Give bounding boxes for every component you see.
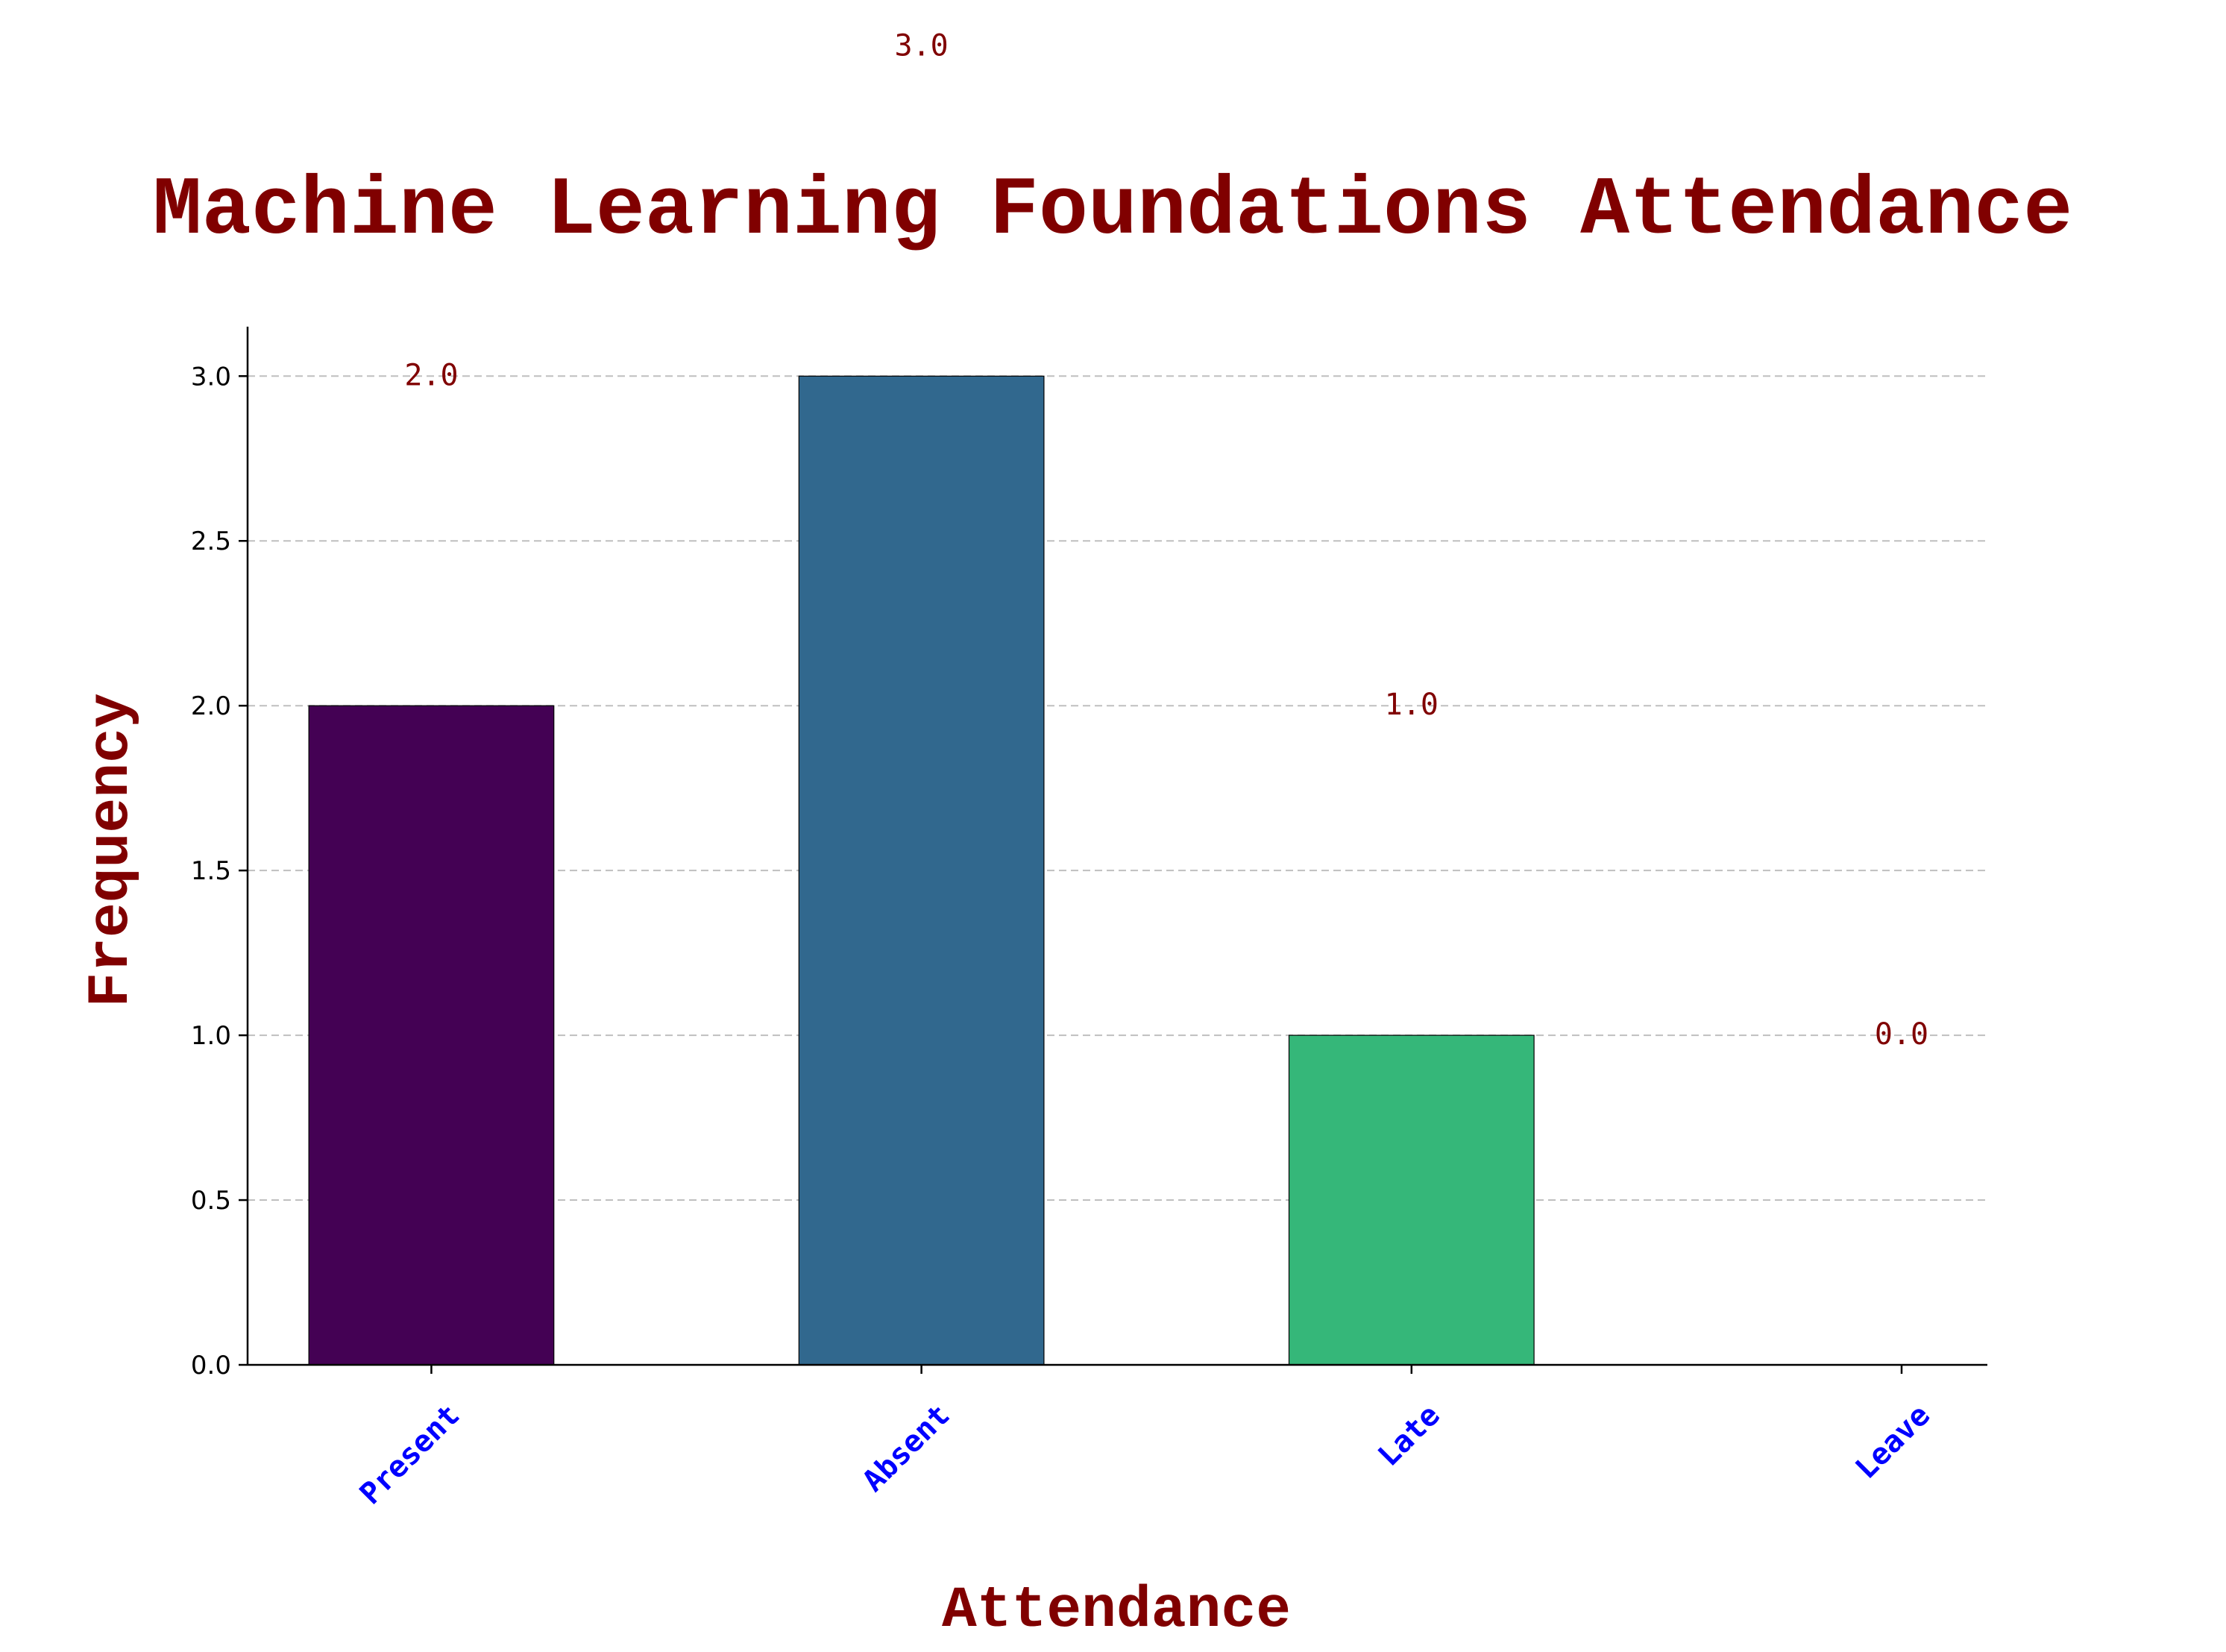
- bar-present: [308, 705, 555, 1366]
- y-tick-label: 1.5: [191, 856, 231, 886]
- y-tick-label: 0.5: [191, 1186, 231, 1216]
- x-tick-label-absent: Absent: [856, 1398, 957, 1499]
- bar-absent: [798, 375, 1045, 1366]
- chart-title: Machine Learning Foundations Attendance: [153, 165, 2072, 258]
- x-tick-label-present: Present: [353, 1398, 467, 1512]
- x-tick-label-late: Late: [1371, 1398, 1447, 1474]
- bar-value-label: 0.0: [1875, 1017, 1928, 1052]
- y-tick-label: 1.0: [191, 1021, 231, 1051]
- bar-value-labels: 2.0 3.0 1.0 0.0: [404, 28, 1928, 1052]
- bar-value-label: 1.0: [1385, 688, 1439, 722]
- x-tick-label-leave: Leave: [1849, 1398, 1937, 1486]
- bar-value-label: 3.0: [895, 28, 949, 63]
- x-ticks: Present Absent Late Leave: [353, 1365, 1937, 1511]
- bars: [308, 375, 1535, 1366]
- y-tick-label: 3.0: [191, 362, 231, 392]
- y-tick-label: 0.0: [191, 1351, 231, 1381]
- x-axis-title: Attendance: [942, 1578, 1291, 1644]
- bar-value-label: 2.0: [404, 358, 458, 392]
- y-axis-title: Frequency: [79, 693, 145, 1007]
- bar-late: [1288, 1034, 1535, 1366]
- y-tick-label: 2.5: [191, 527, 231, 556]
- axes: [246, 327, 1987, 1366]
- y-tick-label: 2.0: [191, 691, 231, 721]
- y-ticks: 0.0 0.5 1.0 1.5 2.0 2.5 3.0: [191, 362, 248, 1381]
